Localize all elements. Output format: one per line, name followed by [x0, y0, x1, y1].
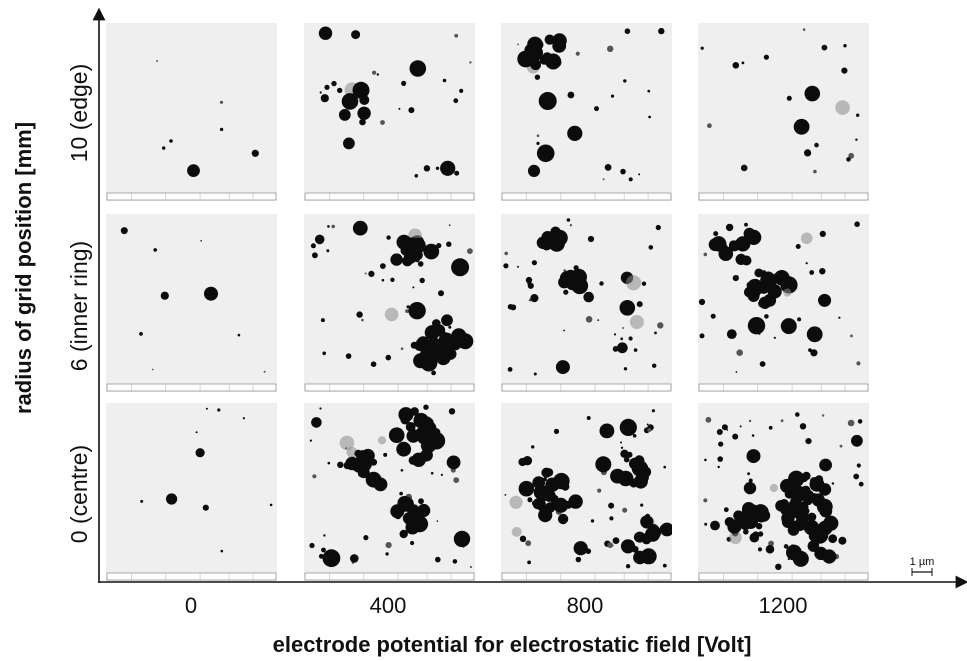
- micrograph-edge-400v: [304, 23, 475, 201]
- micrograph-inner-ring-1200v: [698, 214, 869, 392]
- row-label-edge: 10 (edge): [66, 64, 92, 162]
- micrograph-centre-800v: [501, 403, 672, 581]
- micrograph-centre-400v: [304, 403, 475, 581]
- column-label-0: 0: [185, 593, 197, 618]
- x-axis-title: electrode potential for electrostatic fi…: [273, 632, 752, 657]
- micrograph-edge-0v: [106, 23, 277, 201]
- row-label-inner-ring: 6 (inner ring): [66, 241, 92, 371]
- column-label-400: 400: [370, 593, 407, 618]
- scale-bar-label: 1 µm: [910, 556, 935, 568]
- micrograph-inner-ring-800v: [501, 214, 672, 392]
- micrograph-inner-ring-400v: [304, 214, 475, 392]
- micrograph-edge-800v: [501, 23, 672, 201]
- scale-bar: 1 µm: [910, 556, 935, 576]
- micrograph-centre-1200v: [698, 403, 869, 581]
- column-label-1200: 1200: [759, 593, 808, 618]
- micrograph-edge-1200v: [698, 23, 869, 201]
- row-label-centre: 0 (centre): [66, 445, 92, 543]
- column-label-800: 800: [567, 593, 604, 618]
- micrograph-inner-ring-0v: [106, 214, 277, 392]
- micrograph-centre-0v: [106, 403, 277, 581]
- y-axis-title: radius of grid position [mm]: [11, 122, 36, 414]
- micrograph-panels: [106, 23, 869, 581]
